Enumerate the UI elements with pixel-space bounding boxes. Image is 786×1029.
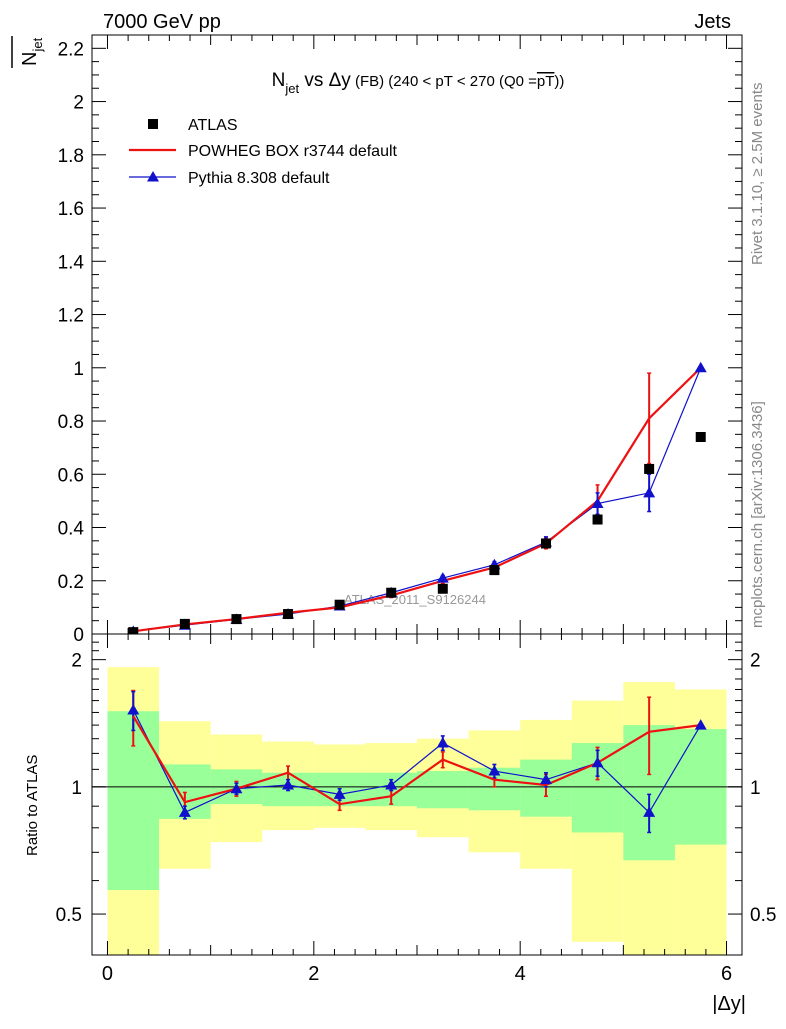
- main-y-tick-label: 2: [73, 93, 84, 114]
- title-sub: jet: [284, 81, 299, 96]
- ratio-y-tick-label: 1: [71, 778, 82, 799]
- atlas-point: [179, 618, 190, 629]
- x-tick-label: 6: [721, 963, 732, 985]
- atlas-point: [437, 583, 448, 594]
- atlas-point: [540, 538, 551, 549]
- main-y-tick-label: 0.6: [58, 465, 84, 486]
- atlas-point: [592, 514, 603, 525]
- ratio-pythia-point: [591, 756, 604, 768]
- ratio-pythia-point: [178, 806, 191, 817]
- atlas-point: [644, 463, 655, 474]
- legend-label: POWHEG BOX r3744 default: [188, 143, 398, 160]
- mcplots-label: mcplots.cern.ch [arXiv:1306.3436]: [749, 401, 766, 628]
- ratio-bands: [107, 667, 727, 955]
- legend-marker-square: [148, 119, 158, 129]
- y-axis-label: Njet: [19, 37, 45, 66]
- main-y-tick-label: 0.8: [58, 412, 84, 433]
- legend-label: ATLAS: [188, 117, 238, 134]
- title-tail: (240 < pT < 270 (Q0 =: [384, 73, 537, 90]
- main-y-tick-label: 0.2: [58, 572, 84, 593]
- x-axis-label: |Δy|: [712, 993, 746, 1015]
- ratio-pythia-point: [282, 779, 295, 790]
- atlas-point: [128, 627, 139, 634]
- title-mid: vs Δy: [299, 70, 351, 91]
- chart-title: Njet vs Δy (FB) (240 < pT < 270 (Q0 =pT)…: [272, 70, 565, 96]
- ylabel-main: N: [19, 52, 41, 66]
- ratio-band-inner: [417, 771, 469, 809]
- ratio-y-tick-label: 2: [71, 651, 82, 672]
- powheg-line: [133, 366, 702, 633]
- main-y-tick-label: 1.4: [58, 252, 85, 273]
- title-over: pT: [537, 73, 555, 90]
- ratio-pythia-point: [127, 704, 140, 715]
- main-plot-area: [128, 361, 707, 634]
- main-y-tick-label: 1.2: [58, 306, 84, 327]
- ratio-powheg-line: [132, 715, 701, 806]
- title-small: (FB): [351, 73, 384, 90]
- rivet-label: Rivet 3.1.10, ≥ 2.5M events: [749, 83, 766, 266]
- ratio-y-axis-label: Ratio to ATLAS: [24, 755, 41, 856]
- pythia-point: [694, 361, 707, 373]
- ratio-y-tick-label: 0.5: [56, 905, 82, 926]
- atlas-point: [386, 587, 397, 598]
- header-left: 7000 GeV pp: [103, 11, 221, 33]
- ratio-pythia-point: [230, 782, 243, 794]
- atlas-point: [334, 599, 345, 610]
- main-y-tick-label: 0.4: [58, 519, 85, 540]
- main-y-tick-label: 1.6: [58, 199, 84, 220]
- x-tick-label: 4: [515, 963, 526, 985]
- main-y-tick-label: 1: [73, 359, 84, 380]
- ratio-pythia-point: [694, 719, 707, 730]
- ratio-pythia-point: [385, 779, 398, 790]
- ratio-y-tick-label-right: 0.5: [750, 905, 776, 926]
- title-end: )): [554, 73, 564, 90]
- ratio-pythia-point: [539, 773, 552, 785]
- ratio-y-tick-label-right: 2: [750, 651, 761, 672]
- header-right: Jets: [694, 11, 731, 33]
- atlas-point: [695, 431, 706, 442]
- ylabel-sub: jet: [30, 37, 45, 52]
- legend-marker-triangle: [147, 171, 159, 182]
- pythia-point: [436, 572, 449, 583]
- atlas-point: [231, 614, 242, 625]
- main-y-tick-label: 1.8: [58, 146, 84, 167]
- x-tick-label: 2: [308, 963, 319, 985]
- ratio-pythia-point: [333, 788, 346, 799]
- ratio-pythia-point: [488, 765, 501, 776]
- legend-label: Pythia 8.308 default: [188, 170, 330, 187]
- pythia-point: [643, 486, 656, 498]
- ratio-pythia-line: [132, 709, 702, 814]
- ratio-pythia-point: [436, 736, 449, 748]
- main-y-tick-label: 2.2: [58, 39, 84, 60]
- ratio-y-tick-label-right: 1: [750, 778, 761, 799]
- svg-text:Njet: Njet: [19, 37, 45, 66]
- x-tick-label: 0: [102, 963, 113, 985]
- main-y-tick-label: 0: [73, 625, 84, 646]
- ratio-pythia-point: [643, 806, 656, 817]
- pythia-point: [591, 497, 604, 509]
- atlas-point: [283, 609, 294, 620]
- title-main: N: [272, 70, 286, 91]
- ratio-plot-area: [127, 689, 707, 834]
- atlas-point: [489, 565, 500, 576]
